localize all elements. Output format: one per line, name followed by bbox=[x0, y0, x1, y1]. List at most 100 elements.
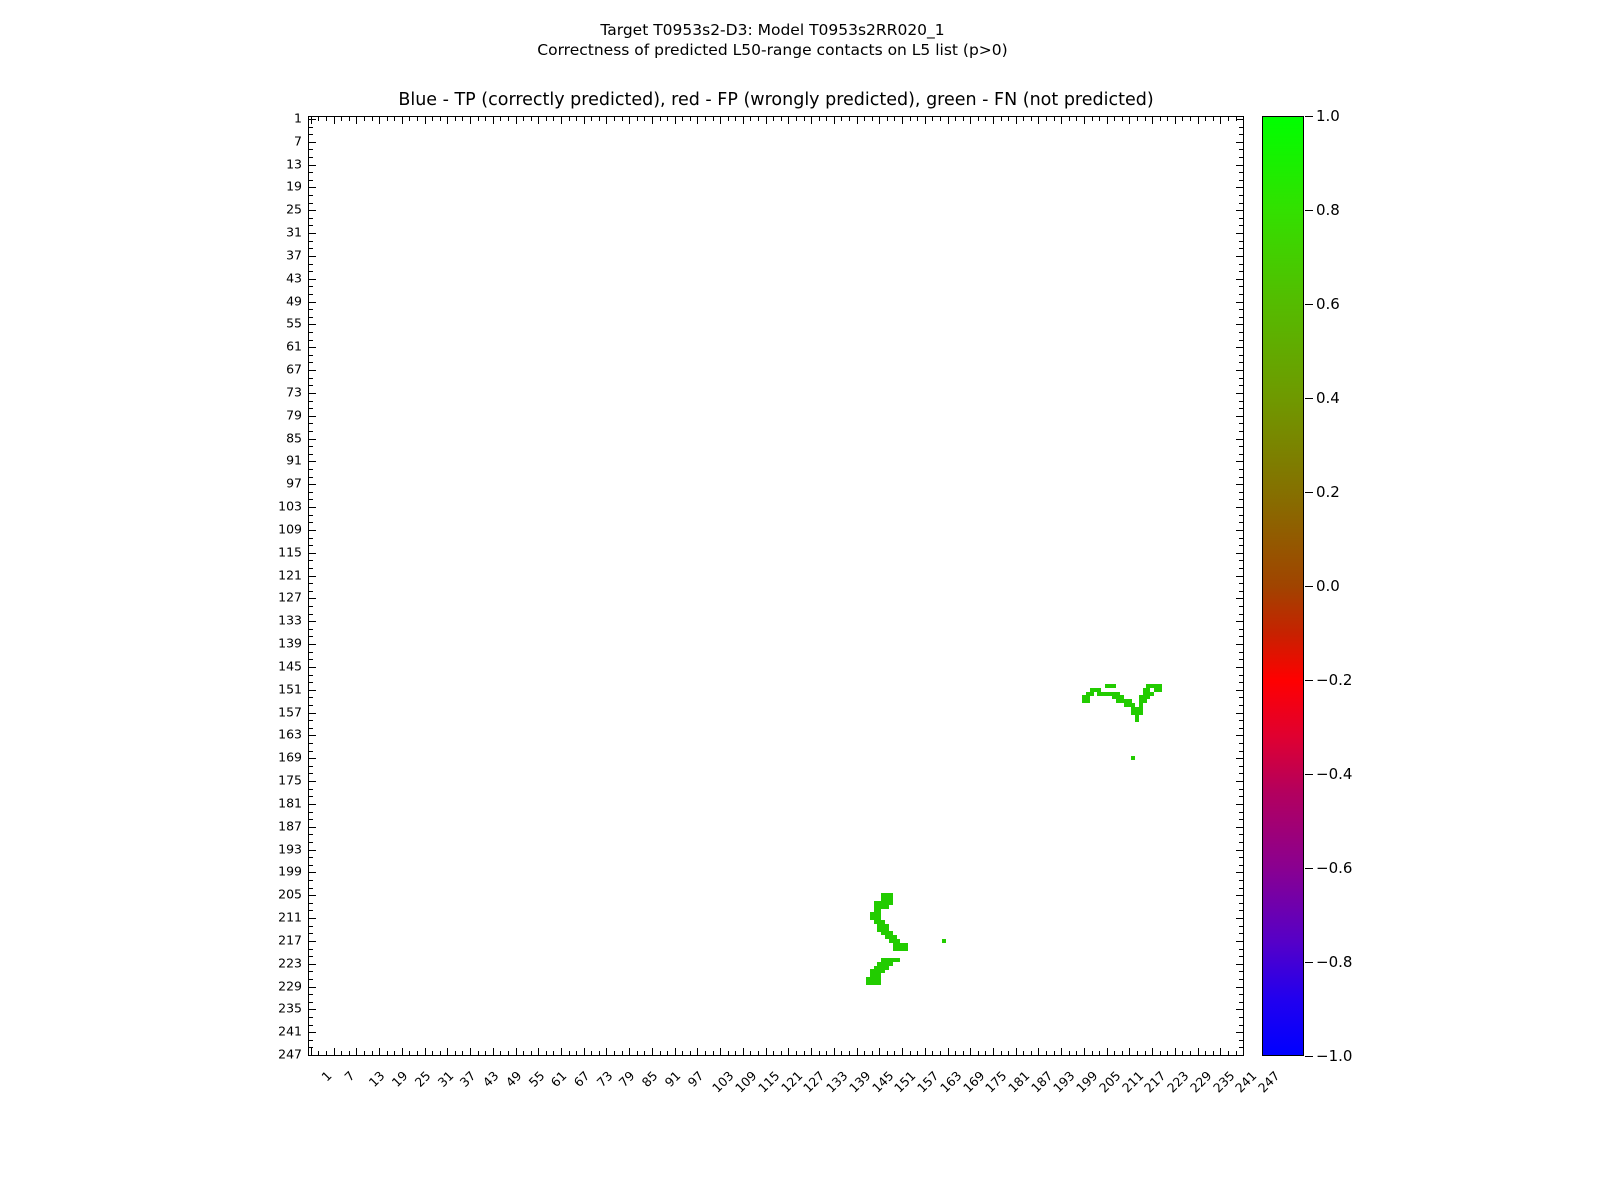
x-axis-tick-top bbox=[955, 117, 957, 121]
y-axis-tick-left bbox=[309, 925, 313, 927]
x-axis-tick-label: 25 bbox=[411, 1068, 434, 1090]
y-axis-tick-right bbox=[1239, 225, 1243, 227]
y-axis-tick-left bbox=[309, 826, 316, 828]
y-axis-tick-left bbox=[309, 484, 316, 486]
y-axis-tick-label: 1 bbox=[294, 110, 302, 126]
y-axis-tick-left bbox=[309, 712, 316, 714]
y-axis-tick-left bbox=[309, 857, 313, 859]
x-axis-tick-top bbox=[409, 117, 411, 121]
y-axis-tick-right bbox=[1236, 552, 1243, 554]
contact-cell bbox=[881, 904, 886, 909]
x-axis-tick-top bbox=[924, 117, 926, 124]
contact-cell bbox=[1127, 703, 1132, 708]
y-axis-tick-right bbox=[1239, 697, 1243, 699]
x-axis-tick-label: 79 bbox=[616, 1068, 638, 1090]
y-axis-tick-left bbox=[309, 940, 316, 942]
y-axis-tick-right bbox=[1236, 278, 1243, 280]
y-axis-tick-label: 169 bbox=[278, 749, 302, 765]
x-axis-tick-bottom bbox=[644, 1051, 646, 1055]
contact-cell bbox=[885, 893, 890, 898]
contact-cell bbox=[892, 935, 897, 940]
y-axis-tick-left bbox=[309, 195, 313, 197]
x-axis-tick-bottom bbox=[1174, 1048, 1176, 1055]
x-axis-tick-top bbox=[356, 117, 358, 124]
contact-cell bbox=[873, 977, 878, 982]
contact-cell bbox=[873, 900, 878, 905]
contact-cell bbox=[885, 904, 890, 909]
contact-cell bbox=[877, 927, 882, 932]
x-axis-tick-top bbox=[758, 117, 760, 121]
x-axis-tick-label: 163 bbox=[936, 1068, 965, 1096]
contact-cell bbox=[1138, 699, 1143, 704]
y-axis-tick-right bbox=[1239, 956, 1243, 958]
y-axis-tick-right bbox=[1239, 651, 1243, 653]
x-axis-tick-bottom bbox=[629, 1048, 631, 1055]
y-axis-tick-right bbox=[1239, 560, 1243, 562]
x-axis-tick-label: 223 bbox=[1164, 1068, 1192, 1096]
contact-cell bbox=[1135, 706, 1140, 711]
x-axis-tick-top bbox=[341, 117, 343, 121]
contact-cell bbox=[877, 923, 882, 928]
y-axis-tick-right bbox=[1239, 583, 1243, 585]
contact-cell bbox=[903, 946, 908, 951]
x-axis-tick-top bbox=[606, 117, 608, 124]
x-axis-tick-label: 193 bbox=[1050, 1068, 1078, 1096]
contact-cell bbox=[1089, 687, 1094, 692]
contact-cell bbox=[885, 958, 890, 963]
y-axis-tick-left bbox=[309, 446, 313, 448]
colorbar-tick-label: −0.8 bbox=[1316, 953, 1353, 971]
y-axis-tick-left bbox=[309, 750, 313, 752]
x-axis-tick-bottom bbox=[1197, 1048, 1199, 1055]
y-axis-tick-left bbox=[309, 1032, 316, 1034]
x-axis-tick-top bbox=[1061, 117, 1063, 124]
x-axis-tick-bottom bbox=[341, 1051, 343, 1055]
x-axis-tick-label: 187 bbox=[1027, 1068, 1056, 1096]
x-axis-tick-bottom bbox=[1023, 1051, 1025, 1055]
x-axis-tick-bottom bbox=[401, 1048, 403, 1055]
y-axis-tick-right bbox=[1239, 613, 1243, 615]
y-axis-tick-left bbox=[309, 522, 313, 524]
y-axis-tick-left bbox=[309, 880, 313, 882]
x-axis-tick-bottom bbox=[735, 1051, 737, 1055]
y-axis-tick-label: 205 bbox=[278, 886, 302, 902]
x-axis-tick-top bbox=[492, 117, 494, 124]
x-axis-tick-label: 127 bbox=[800, 1068, 828, 1096]
y-axis-tick-right bbox=[1239, 453, 1243, 455]
y-axis-tick-left bbox=[309, 819, 313, 821]
contact-cell bbox=[1089, 691, 1094, 696]
x-axis-tick-bottom bbox=[1008, 1051, 1010, 1055]
colorbar-tick bbox=[1305, 492, 1313, 493]
contact-cell bbox=[881, 897, 886, 902]
x-axis-tick-top bbox=[318, 117, 320, 121]
contact-cell bbox=[1146, 695, 1151, 700]
x-axis-tick-bottom bbox=[849, 1051, 850, 1055]
contact-cell bbox=[896, 946, 901, 951]
contact-cell bbox=[1150, 684, 1155, 689]
contact-map-plot-area[interactable] bbox=[308, 116, 1245, 1057]
x-axis-tick-label: 55 bbox=[525, 1068, 548, 1090]
y-axis-tick-left bbox=[309, 674, 313, 676]
contact-cell bbox=[1142, 691, 1147, 696]
x-axis-tick-top bbox=[1227, 117, 1229, 121]
contact-cell bbox=[1127, 699, 1132, 704]
x-axis-tick-bottom bbox=[394, 1051, 396, 1055]
contact-cell bbox=[888, 893, 893, 898]
y-axis-tick-left bbox=[309, 217, 313, 219]
y-axis-tick-left bbox=[309, 864, 313, 866]
y-axis-tick-left bbox=[309, 636, 313, 638]
x-axis-tick-label: 13 bbox=[366, 1068, 388, 1090]
contact-cell bbox=[881, 969, 886, 974]
y-axis-tick-left bbox=[309, 469, 313, 471]
x-axis-tick-top bbox=[598, 117, 600, 121]
x-axis-tick-bottom bbox=[856, 1048, 858, 1055]
contact-cell bbox=[873, 965, 878, 970]
y-axis-tick-right bbox=[1239, 514, 1243, 516]
x-axis-tick-bottom bbox=[977, 1051, 979, 1055]
y-axis-tick-right bbox=[1239, 1001, 1243, 1003]
y-axis-tick-right bbox=[1239, 994, 1243, 996]
contact-cell bbox=[873, 969, 878, 974]
y-axis-tick-right bbox=[1236, 529, 1243, 531]
x-axis-tick-bottom bbox=[773, 1051, 775, 1055]
y-axis-tick-right bbox=[1236, 415, 1243, 417]
y-axis-tick-left bbox=[309, 316, 313, 318]
